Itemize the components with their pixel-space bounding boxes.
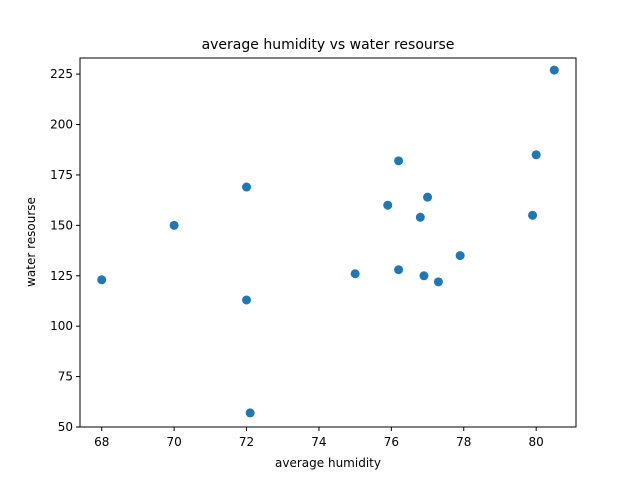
- data-point: [419, 271, 429, 281]
- chart-title: average humidity vs water resourse: [202, 37, 455, 53]
- data-point: [394, 156, 404, 166]
- y-tick-label: 150: [50, 218, 73, 232]
- x-tick-label: 70: [166, 435, 181, 449]
- y-axis-label: water resourse: [24, 197, 38, 287]
- points-layer: [97, 65, 559, 418]
- plot-area-frame: [79, 57, 577, 428]
- data-point: [433, 277, 443, 287]
- y-tick-label: 175: [50, 168, 73, 182]
- ticks-layer: 68 70 72 74 76 78 80 50 75 100 125 150 175 200 225: [50, 67, 544, 449]
- y-tick-label: 200: [50, 118, 73, 132]
- data-point: [415, 212, 425, 222]
- y-tick-label: 125: [50, 269, 73, 283]
- data-point: [549, 65, 559, 75]
- data-point: [242, 182, 252, 192]
- data-point: [350, 269, 360, 279]
- y-tick-label: 100: [50, 319, 73, 333]
- data-point: [394, 265, 404, 275]
- data-point: [169, 220, 179, 230]
- x-tick-label: 80: [529, 435, 544, 449]
- data-point: [531, 150, 541, 160]
- y-tick-label: 75: [58, 370, 73, 384]
- x-tick-label: 76: [384, 435, 399, 449]
- x-tick-label: 78: [456, 435, 471, 449]
- y-tick-label: 225: [50, 67, 73, 81]
- data-point: [242, 295, 252, 305]
- data-point: [528, 210, 538, 220]
- data-point: [423, 192, 433, 202]
- x-tick-label: 72: [239, 435, 254, 449]
- data-point: [455, 251, 465, 261]
- data-point: [383, 200, 393, 210]
- y-tick-label: 50: [58, 420, 73, 434]
- data-point: [245, 408, 255, 418]
- x-tick-label: 68: [94, 435, 109, 449]
- x-tick-label: 74: [311, 435, 326, 449]
- x-axis-label: average humidity: [275, 456, 381, 470]
- data-point: [97, 275, 107, 285]
